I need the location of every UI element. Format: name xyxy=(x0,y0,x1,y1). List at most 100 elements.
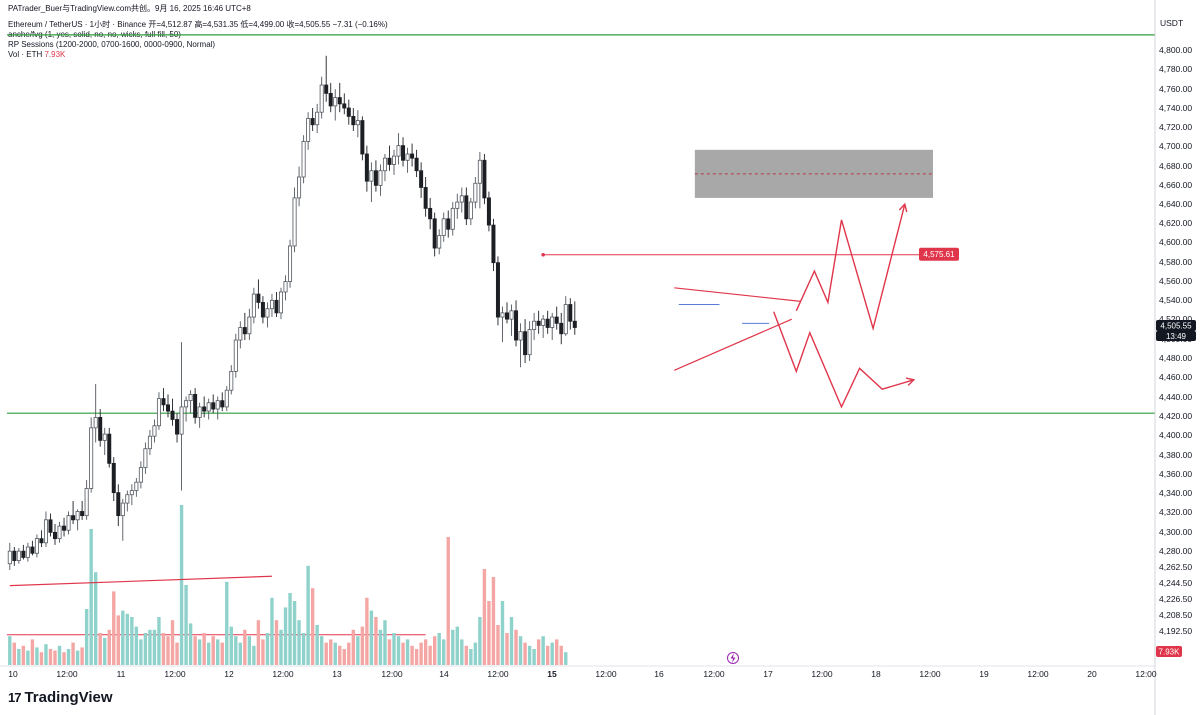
volume-bar xyxy=(125,613,130,665)
volume-bar xyxy=(509,617,514,665)
candle-body xyxy=(419,170,424,188)
candle-body xyxy=(224,389,229,408)
alert-bolt-icon xyxy=(727,652,739,664)
volume-bar xyxy=(143,633,148,665)
candle-body xyxy=(16,550,21,561)
volume-bar xyxy=(338,645,342,665)
time-tick-label: 17 xyxy=(763,669,773,679)
volume-bar xyxy=(541,636,545,665)
candle-body xyxy=(7,550,12,565)
volume-bar xyxy=(356,636,360,665)
candle-body xyxy=(156,398,161,427)
candle-body xyxy=(401,145,406,161)
supply-zone xyxy=(694,149,933,198)
price-tick-label: 4,800.00 xyxy=(1159,45,1192,55)
price-tick-label: 4,340.00 xyxy=(1159,488,1192,498)
volume-bar xyxy=(500,601,505,665)
volume-bar xyxy=(555,639,559,665)
candle-body xyxy=(84,488,89,517)
candle-body xyxy=(111,462,116,494)
volume-bar xyxy=(410,645,414,665)
candle-body xyxy=(500,312,505,318)
candle-body xyxy=(473,182,478,203)
price-tick-label: 4,520.00 xyxy=(1159,314,1192,324)
candle-body xyxy=(423,187,428,209)
volume-bar xyxy=(527,645,532,665)
time-tick-label: 14 xyxy=(439,669,449,679)
price-tick-label: 4,740.00 xyxy=(1159,103,1192,113)
candle-body xyxy=(75,511,80,521)
candle-body xyxy=(292,197,297,247)
volume-tag-bg xyxy=(1156,646,1182,657)
candle-body xyxy=(450,207,455,230)
volume-bar xyxy=(30,639,35,665)
price-tick-label: 4,580.00 xyxy=(1159,257,1192,267)
indicator-sessions[interactable]: RP Sessions (1200-2000, 0700-1600, 0000-… xyxy=(8,40,216,49)
price-tick-label: 4,540.00 xyxy=(1159,295,1192,305)
candle-body xyxy=(568,304,573,322)
time-tick-label: 20 xyxy=(1087,669,1097,679)
candle-body xyxy=(134,481,139,491)
price-tick-label: 4,720.00 xyxy=(1159,122,1192,132)
volume-bar xyxy=(121,610,125,665)
candle-body xyxy=(147,435,152,450)
candle-body xyxy=(265,308,270,318)
volume-bar xyxy=(103,637,107,665)
volume-bar xyxy=(473,642,478,665)
candle-body xyxy=(337,97,342,105)
tradingview-logo-mark: 17 xyxy=(8,690,22,705)
volume-bar xyxy=(523,642,527,665)
candle-body xyxy=(247,316,252,335)
volume-bar xyxy=(206,642,211,665)
candle-body xyxy=(269,299,274,310)
volume-bar xyxy=(564,652,568,665)
volume-bar xyxy=(170,620,175,665)
volume-bar xyxy=(188,623,193,665)
candle-body xyxy=(495,262,500,318)
volume-bar xyxy=(247,636,252,665)
candle-body xyxy=(206,402,211,412)
volume-label: Vol · ETH xyxy=(8,50,43,59)
drawings xyxy=(9,202,916,587)
time-tick-label: 18 xyxy=(871,669,881,679)
volume-bar xyxy=(347,642,351,665)
candle-body xyxy=(527,329,532,356)
level-price-tag-bg xyxy=(919,247,959,261)
volume-bar xyxy=(161,633,166,665)
candle-body xyxy=(179,406,184,435)
symbol-line: Ethereum / TetherUS · 1小时 · Binance 开=4,… xyxy=(8,20,388,29)
tradingview-logo: 17 TradingView xyxy=(8,689,113,706)
volume-bar xyxy=(351,629,356,665)
price-tick-label: 4,226.50 xyxy=(1159,594,1192,604)
volume-bar xyxy=(35,647,39,665)
volume-bar xyxy=(392,633,396,665)
volume-bar xyxy=(324,642,328,665)
volume-bar xyxy=(57,645,62,665)
price-tick-label: 4,480.00 xyxy=(1159,353,1192,363)
volume-bar xyxy=(75,650,80,665)
candle-body xyxy=(165,404,170,412)
candle-body xyxy=(116,492,121,517)
volume-bar xyxy=(319,636,324,665)
level-price-tag: 4,575.61 xyxy=(919,247,959,261)
time-tick-label: 12:00 xyxy=(381,669,403,679)
volume-bar xyxy=(193,636,197,665)
volume-bar xyxy=(550,642,554,665)
candle-body xyxy=(301,141,306,178)
volume-bar xyxy=(387,639,392,665)
volume-bar xyxy=(460,639,464,665)
volume-bar xyxy=(256,620,261,665)
candles xyxy=(7,55,577,570)
candle-body xyxy=(464,195,469,220)
candle-body xyxy=(559,322,564,335)
volume-bar xyxy=(17,649,21,665)
candle-body xyxy=(102,433,107,441)
candle-body xyxy=(48,519,53,533)
time-tick-label: 16 xyxy=(654,669,664,679)
candle-body xyxy=(43,519,48,544)
volume-bar xyxy=(261,639,265,665)
volume-bar xyxy=(184,585,188,665)
volume-bar xyxy=(455,626,459,665)
indicator-volume[interactable]: Vol · ETH 7.93K xyxy=(8,50,65,60)
